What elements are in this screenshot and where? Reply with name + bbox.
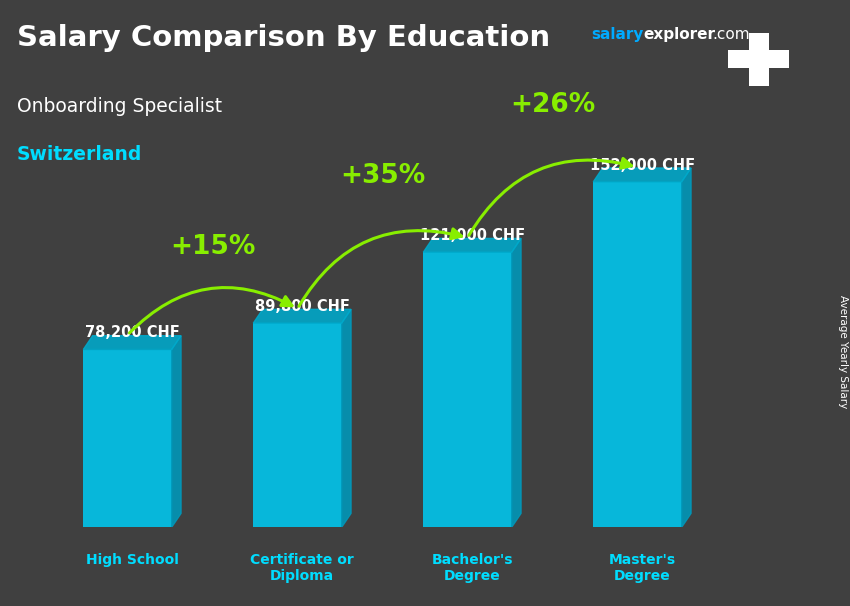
Text: 78,200 CHF: 78,200 CHF (85, 325, 179, 341)
Bar (253, 323, 342, 527)
Bar (593, 182, 682, 527)
Text: .com: .com (712, 27, 750, 42)
Text: explorer: explorer (643, 27, 716, 42)
Bar (83, 350, 172, 527)
Text: 89,800 CHF: 89,800 CHF (255, 299, 349, 314)
Text: 121,000 CHF: 121,000 CHF (420, 228, 524, 243)
Text: Bachelor's
Degree: Bachelor's Degree (432, 553, 513, 583)
Text: Master's
Degree: Master's Degree (609, 553, 676, 583)
Text: +35%: +35% (340, 163, 425, 189)
Polygon shape (172, 336, 181, 527)
Text: High School: High School (86, 553, 178, 567)
Polygon shape (253, 309, 351, 323)
Polygon shape (423, 238, 521, 252)
Bar (423, 252, 512, 527)
Text: Certificate or
Diploma: Certificate or Diploma (250, 553, 354, 583)
Text: Onboarding Specialist: Onboarding Specialist (17, 97, 222, 116)
Polygon shape (83, 336, 181, 350)
Text: salary: salary (591, 27, 643, 42)
Polygon shape (342, 309, 351, 527)
Text: Switzerland: Switzerland (17, 145, 142, 164)
Text: +26%: +26% (510, 93, 595, 118)
Bar (749, 33, 768, 85)
Text: Salary Comparison By Education: Salary Comparison By Education (17, 24, 550, 52)
Text: +15%: +15% (170, 234, 255, 260)
Polygon shape (593, 168, 691, 182)
Polygon shape (512, 238, 521, 527)
Bar (728, 50, 790, 68)
Text: 152,000 CHF: 152,000 CHF (590, 158, 694, 173)
Text: Average Yearly Salary: Average Yearly Salary (838, 295, 848, 408)
Polygon shape (682, 168, 691, 527)
